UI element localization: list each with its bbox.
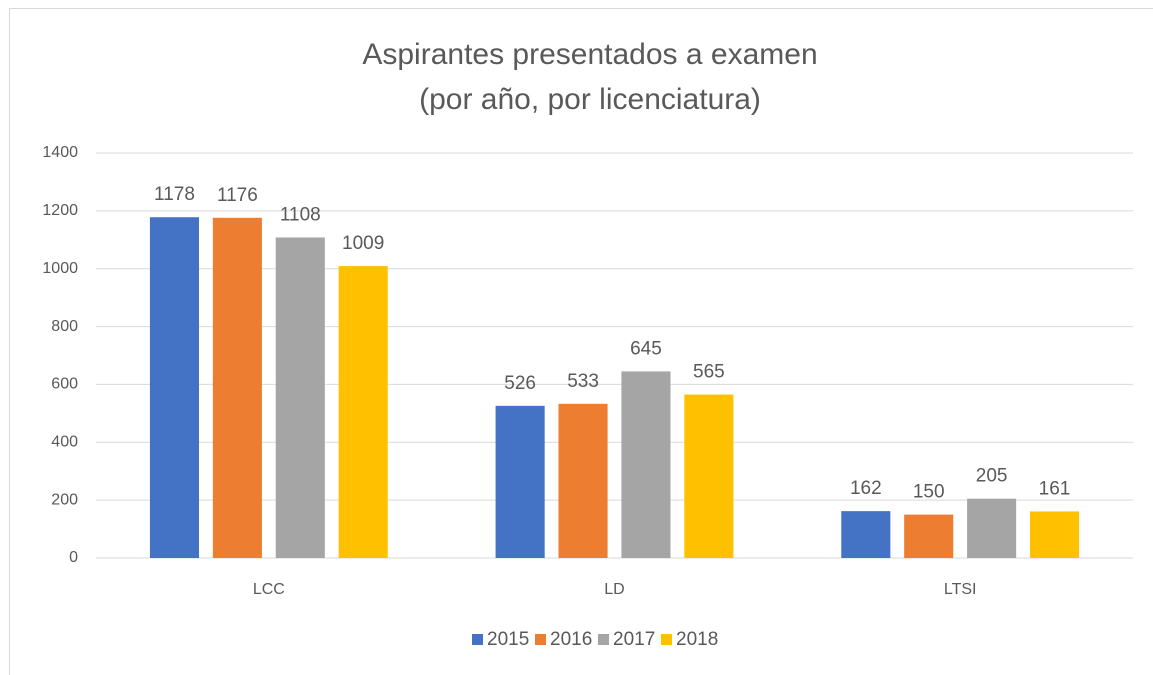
data-label: 150 xyxy=(913,482,945,503)
x-tick-label: LD xyxy=(604,581,624,598)
data-label: 162 xyxy=(850,478,882,499)
legend-label: 2016 xyxy=(550,629,592,650)
legend-label: 2018 xyxy=(676,629,718,650)
legend-label: 2017 xyxy=(613,629,655,650)
legend-swatch xyxy=(661,634,672,645)
data-label: 526 xyxy=(504,373,536,394)
data-label: 161 xyxy=(1039,478,1071,499)
legend-swatch xyxy=(472,634,483,645)
y-tick-label: 400 xyxy=(51,434,78,451)
data-label: 645 xyxy=(630,338,662,359)
bar xyxy=(149,217,200,558)
bar xyxy=(338,266,388,558)
bar xyxy=(621,371,671,558)
data-label: 533 xyxy=(567,371,599,392)
bar xyxy=(1029,511,1080,558)
bar xyxy=(495,405,545,558)
bar xyxy=(558,403,608,558)
legend-swatch xyxy=(598,634,609,645)
chart-title: Aspirantes presentados a examen xyxy=(362,38,817,71)
y-tick-label: 200 xyxy=(51,491,78,508)
data-label: 565 xyxy=(693,362,725,383)
data-label: 205 xyxy=(976,466,1008,487)
y-tick-label: 1400 xyxy=(42,144,78,161)
data-label: 1009 xyxy=(342,233,384,254)
y-tick-label: 600 xyxy=(51,376,78,393)
data-label: 1176 xyxy=(217,185,258,206)
chart-title: (por año, por licenciatura) xyxy=(419,83,761,116)
x-tick-label: LCC xyxy=(253,581,285,598)
y-tick-label: 0 xyxy=(69,549,78,566)
bar xyxy=(841,511,891,558)
bar xyxy=(212,217,262,559)
legend-label: 2015 xyxy=(487,629,529,650)
y-tick-label: 1000 xyxy=(42,260,78,277)
bar xyxy=(904,514,954,558)
y-tick-label: 800 xyxy=(51,318,78,335)
y-tick-label: 1200 xyxy=(42,202,78,219)
legend-swatch xyxy=(535,634,546,645)
bar xyxy=(967,498,1017,558)
bar xyxy=(275,237,325,558)
chart-border xyxy=(9,8,1153,675)
bar xyxy=(684,394,734,558)
data-label: 1108 xyxy=(280,204,321,225)
data-label: 1178 xyxy=(154,184,195,205)
x-tick-label: LTSI xyxy=(944,581,977,598)
